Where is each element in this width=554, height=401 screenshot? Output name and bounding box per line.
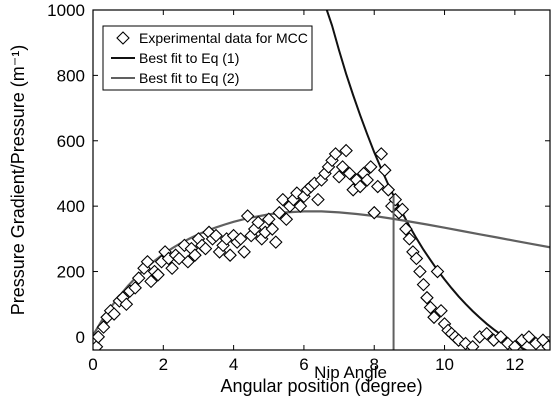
x-tick-label: 2 [159,355,168,374]
x-tick-label: 10 [435,355,454,374]
data-point [209,228,223,243]
data-point [128,281,142,295]
data-point [144,274,158,289]
data-point [430,264,445,279]
data-point [508,339,522,350]
annotation-nip-angle: Nip Angle [314,363,387,382]
data-point [140,254,155,269]
legend: Experimental data for MCC Best fit to Eq … [102,25,313,91]
y-tick-label: 400 [57,197,85,216]
data-point [311,192,325,207]
data-point [367,205,382,220]
data-point [332,169,346,184]
data-point [93,330,106,344]
data-point [251,215,266,230]
y-tick-label: 600 [57,132,85,151]
data-point [541,339,550,350]
data-point [198,241,213,256]
data-point [240,209,255,223]
y-tick-label: 1000 [47,1,85,20]
data-point [279,212,294,227]
data-point [276,192,290,207]
data-point [399,222,413,236]
data-point [413,264,427,279]
y-tick-label: 800 [57,66,85,85]
plot-frame [92,9,551,351]
x-tick-label: 4 [229,355,238,374]
data-point [131,271,146,285]
data-point [119,297,134,312]
data-point [409,251,424,266]
data-point [363,160,378,174]
legend-swatch-diamond [116,31,130,45]
data-point [423,300,438,315]
data-point [353,179,367,194]
data-point [269,235,283,249]
data-point [261,212,276,227]
x-tick-label: 12 [505,355,524,374]
data-point [388,192,403,207]
legend-box [102,25,313,91]
data-point [293,199,308,213]
legend-label: Best fit to Eq (1) [139,50,239,66]
data-point [360,173,374,187]
data-point [427,310,441,325]
data-point [177,238,192,253]
x-tick-label: 0 [88,355,97,374]
data-point [339,143,353,158]
data-point [395,202,410,217]
data-point [416,277,431,292]
data-point [328,147,343,161]
data-point [172,251,186,266]
data-point [377,163,392,177]
data-point [479,326,494,341]
data-point [107,307,121,321]
data-point [96,320,111,334]
data-point [374,147,389,161]
data-point [188,248,202,262]
data-point [272,205,287,220]
data-point [522,330,536,344]
data-point [370,179,385,194]
data-point [237,245,251,259]
legend-label: Experimental data for MCC [139,30,308,46]
data-point [342,166,357,181]
y-axis-title: Pressure Gradient/Pressure (m⁻¹) [8,45,28,316]
data-point [335,160,350,174]
data-point [465,339,480,350]
data-point [434,303,448,318]
x-tick-label: 6 [299,355,308,374]
x-axis-title: Angular position (degree) [220,376,422,396]
data-point [233,232,248,246]
data-point [93,339,104,350]
data-point [265,222,280,236]
data-point [151,268,165,282]
y-tick-label: 200 [57,263,85,282]
data-point [420,290,434,305]
data-point [381,183,396,197]
data-point [181,254,195,269]
data-point [402,232,417,246]
y-tick-label: 0 [76,328,85,347]
data-point [223,248,237,262]
data-point [494,330,508,344]
x-tick-label: 8 [369,355,378,374]
data-point [165,261,179,276]
legend-label: Best fit to Eq (2) [139,70,239,86]
